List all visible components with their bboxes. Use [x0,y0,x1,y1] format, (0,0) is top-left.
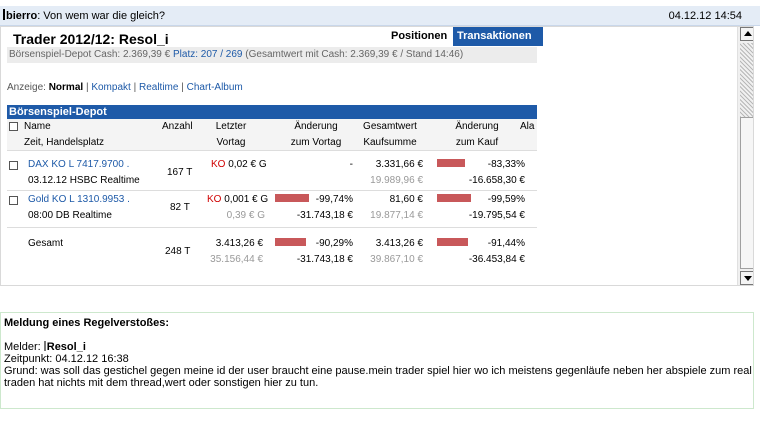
post-author-line: bierro: Von wem war die gleich? [3,6,165,26]
view-chart-album[interactable]: Chart-Album [186,82,243,93]
depot-section-header: Börsenspiel-Depot [7,105,537,119]
tab-transaktionen[interactable]: Transaktionen [453,27,539,46]
arrow-down-icon [744,276,752,281]
melder-name[interactable]: Resol_i [46,341,86,353]
embed-scrollbar[interactable] [737,27,753,285]
row-checkbox[interactable] [9,161,18,170]
row-gesamtwert: 81,60 € [389,194,423,205]
row-vortag: 0,39 € G [226,210,265,221]
view-realtime[interactable]: Realtime [138,82,179,93]
row-change-kauf-bar [437,159,465,167]
total-kaufsumme: 39.867,10 € [370,254,423,265]
select-all-checkbox[interactable] [9,122,18,131]
col-zeit: Zeit, Handelsplatz [24,137,105,148]
col-vortag: Vortag [216,137,246,148]
depot-cash: Börsenspiel-Depot Cash: 2.369,39 € [9,49,173,60]
col-name: Name [24,121,51,132]
report-melder: Melder: Resol_i [4,341,750,353]
col-aenderung-kauf: Änderung [455,121,499,132]
post-author[interactable]: bierro [6,10,38,22]
total-anzahl: 248 T [165,246,191,257]
depot-summary: Börsenspiel-Depot Cash: 2.369,39 € Platz… [7,47,537,63]
row-change-kauf-abs: -19.795,54 € [468,210,525,221]
col-anzahl: Anzahl [162,121,193,132]
row-change-kauf: -99,59% [487,194,525,205]
row-change-kauf-bar [437,194,471,202]
row-sub: 03.12.12 HSBC Realtime [28,175,140,186]
depot-total: (Gesamtwert mit Cash: 2.369,39 € / Stand… [242,49,464,60]
scroll-track[interactable] [740,43,753,117]
total-change-kauf: -91,44% [487,238,525,249]
total-change-kauf-abs: -36.453,84 € [468,254,525,265]
row-anzahl: 82 T [170,202,190,213]
post-header: bierro: Von wem war die gleich? 04.12.12… [0,6,760,26]
trader-title: Trader 2012/12: Resol_i [13,31,169,47]
scroll-up-button[interactable] [740,27,753,41]
row-change-vortag: - [349,159,353,170]
view-normal: Normal [48,82,84,93]
scroll-thumb[interactable] [740,117,753,269]
row-kaufsumme: 19.877,14 € [370,210,423,221]
col-ala: Ala [520,121,535,132]
report-zeitpunkt: Zeitpunkt: 04.12.12 16:38 [4,353,129,365]
view-label: Anzeige: [7,82,46,93]
ko-badge: KO [207,194,222,205]
violation-report: Meldung eines Regelverstoßes: Melder: Re… [0,312,754,409]
col-zum-vortag: zum Vortag [290,137,342,148]
row-name-link[interactable]: DAX KO L 7417.9700 . [28,159,130,170]
row-checkbox[interactable] [9,196,18,205]
total-letzter: 3.413,26 € [215,238,263,249]
view-options: Anzeige: Normal | Kompakt | Realtime | C… [7,82,243,93]
total-gesamtwert: 3.413,26 € [375,238,423,249]
col-gesamtwert: Gesamtwert [363,121,417,132]
row-change-vortag-bar [275,194,309,202]
author-marker-icon [3,9,5,20]
row-change-kauf-abs: -16.658,30 € [468,175,525,186]
tab-positionen[interactable]: Positionen [391,30,448,42]
ko-badge: KO [211,159,226,170]
table-header: Name Zeit, Handelsplatz Anzahl Letzter V… [7,119,537,151]
row-sub: 08:00 DB Realtime [28,210,112,221]
row-anzahl: 167 T [167,167,193,178]
col-letzter: Letzter [215,121,247,132]
row-name-link[interactable]: Gold KO L 1310.9953 . [28,194,130,205]
total-vortag: 35.156,44 € [210,254,263,265]
total-change-kauf-bar [437,238,468,246]
total-change-vortag: -90,29% [315,238,353,249]
arrow-up-icon [744,31,752,36]
row-change-vortag-abs: -31.743,18 € [296,210,353,221]
melder-label: Melder: [4,341,44,353]
row-letzter: KO 0,001 € G [207,194,269,205]
trader-embed: Trader 2012/12: Resol_i Positionen Trans… [0,26,754,286]
report-grund: Grund: was soll das gestichel gegen mein… [4,365,752,389]
total-change-vortag-abs: -31.743,18 € [296,254,353,265]
depot-platz[interactable]: Platz: 207 / 269 [173,49,243,60]
view-kompakt[interactable]: Kompakt [91,82,131,93]
user-marker-icon [43,341,46,351]
row-gesamtwert: 3.331,66 € [375,159,423,170]
col-aenderung: Änderung [294,121,338,132]
row-divider [7,190,537,191]
post-date: 04.12.12 14:54 [668,10,742,22]
row-change-kauf: -83,33% [487,159,525,170]
total-label: Gesamt [28,238,64,249]
report-title: Meldung eines Regelverstoßes: [4,317,170,329]
total-change-vortag-bar [275,238,306,246]
row-letzter: KO 0,02 € G [211,159,267,170]
col-zum-kauf: zum Kauf [455,137,499,148]
row-divider [7,227,537,228]
row-kaufsumme: 19.989,96 € [370,175,423,186]
col-kaufsumme: Kaufsumme [363,137,417,148]
post-text: : Von wem war die gleich? [37,10,165,22]
scroll-down-button[interactable] [740,271,753,285]
tab-stub [539,27,543,46]
row-change-vortag: -99,74% [315,194,353,205]
